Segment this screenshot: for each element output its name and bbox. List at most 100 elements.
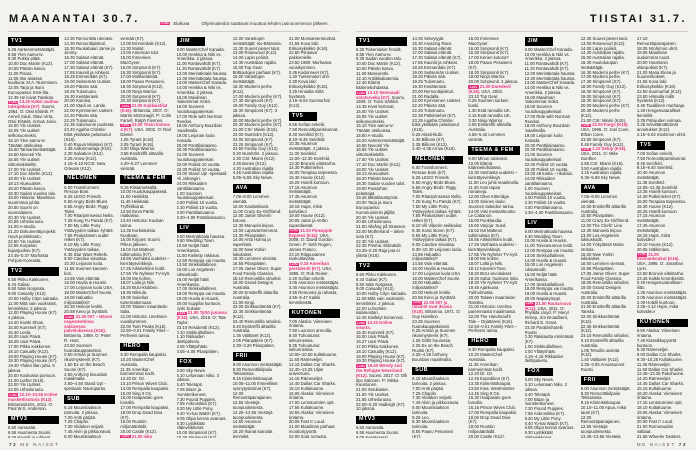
listing-entry: 20.00 Moderni perhe (K7). [232,117,283,123]
listing-entry: 21.00 CSI: Miami (K16). [232,127,279,133]
listing-entry: 16.25 Hotelli kuntoon. [288,179,330,185]
listing-entry: 15.30 Ruokabaari Jamie ja Jimmy. [64,45,115,56]
listing-entry: 18.25 Emmerdale (K7). [64,74,109,80]
channel-header-nelonen: NELONEN [64,174,116,184]
listing-entry: 16.55 Pilanpäiten. [580,266,615,272]
listing-entry: 15.50 Tarinanmetsästäjät. [8,147,57,153]
listing-entry: 6.40 Teletapit. [176,382,203,388]
listing-entry: 17.00 Rempalla kaupaksi. [120,405,170,411]
movie-badge-icon: Leffa [412,300,423,305]
listing-column: JIM 9.00 MasterChef Kanada. 10.00 Henkka &… [524,37,576,438]
listing-entry: 16.55 Pilanpäiten. [232,261,267,267]
page-tuesday: TIISTAI 31.7. TV1 6.25 Toisenlaiset frend… [348,0,696,450]
listing-entry: 18.15 Hups, mikä kotivideo! [288,203,322,214]
listing-entry: 22.55 Korpelan kujanjuoksu (K7). [8,243,41,254]
listing-entry: 13.00 MasterChef Kanada. [524,80,576,86]
listing-entry: 8.20 My Little Pony. [176,406,214,412]
page-number: 73 [678,442,687,447]
listing-entry: 12.30 Merinäköala haussa. [176,75,228,81]
listing-entry: 23.50 Hinnalla millä hyvänsä (K12). [636,93,674,104]
page-monday: MAANANTAI 30.7. Leffa Elokuva Ohjelmatie… [8,13,340,447]
listing-entry: 10.05–11.00 Ihmeelliset synnytystarinat … [232,381,278,391]
page-footer: ME NAISET 73 [637,442,687,447]
listing-entry: 8.50 Näin Norjassa. [8,286,46,292]
movie-badge-icon: Leffa [8,100,19,105]
listing-entry: 15.30 Leela. [8,329,32,335]
listing-entry: 20.05 Hittikimara. [636,246,670,252]
listing-entry: 15.30 Huutokaupan metsästäjät. [580,59,618,70]
listing-entry: 12.00 Playing House (K7). 4 jaksoa. [8,310,58,321]
movie-badge-icon: Leffa [120,435,131,438]
listing-entry: 16.02 Isä Matteon tutkimuksia (K7). [468,227,503,238]
listing-entry: 14.20 Rämeveljet. [636,376,672,382]
listing-entry: 16.30 Moderni perhe (K7). [580,69,631,75]
listing-entry: 10.30 Vanhasta uudeksi – kierrätysvinkke… [468,170,518,180]
listing-entry: 9.30 Lystikkäät eläinveikkoset. [176,420,205,431]
listing-entry: 15.00 Kirjojen Suomi: Pilkun jälkeen. [120,237,161,248]
channel-header-mtv3: MTV3 [8,415,60,425]
listing-entry: 12.00 Varastojen metsästäjät: Iso-Britan… [232,37,282,46]
listing-entry: 18.05 Intohimon uhrit. [636,45,678,51]
listing-entry: 19.00 Huvila & Huussi. [176,295,220,301]
listing-entry: 10.00 Ensitreffit alttarilla Australia. [580,203,626,214]
listing-entry: 6.50 Alaska: Viimeinen rintama. [636,328,680,339]
movie-title: 21.00 Daredevil (K16). [468,83,511,94]
movie-badge-icon: Leffa [176,311,187,316]
listing-entry: 8.55 Paavo Pesusieni (K7). [412,429,454,438]
listing-entry: 0.45 Kadonneet (K7). [288,69,330,75]
listing-entry: 11.30 Rantavahdit (K7). [524,65,570,71]
listing-entry: 11.00 Mitä vain vuokraisit, lemmikkini. … [356,295,405,306]
movie-title: 13.25 Kaksi vanhaa tukkijätkää (K7). [8,99,59,110]
listing-entry: 15.00 Ihmemies MacGyver. [120,55,151,65]
listing-entry: 20.00 Panttilainaamo. [524,142,566,148]
listing-entry: 3.30–4.00 Panttilainaamo. [524,209,574,215]
listing-entry: 4.20 Australian rajalla. [232,165,275,171]
listing-entry: 20.05 Fast n' Loud. [288,419,326,425]
listing-entry: 13.30 Pilanpäiten. [232,232,267,238]
listing-entry: 14.00 Rempalla kaupaksi. [120,385,170,391]
listing-entry: 4.15–5.04 Suomurhat (K12). [288,98,330,109]
listing-entry: 0.45 Tavallinen murhaaja. [636,103,686,109]
listing-entry: 17.00 Salatut elämät. [64,59,105,65]
listing-entry: 18.20 BUU-klubben. [120,285,159,291]
listing-entry: 12.30 Suuret pienet talot. [232,45,281,51]
listing-entry: 17.00 Lentoturmien opit. [288,400,335,406]
listing-entry: 20.30 Moderni perhe (K7). [232,122,283,128]
movie-credits: Suomi, 1939. O: Toivo Särkkä. [356,94,405,105]
listing-entry: 19.20 Päivän sää. [64,83,99,89]
listing-entry: 18.07 Lalla ja Nils. [120,280,156,286]
listing-entry: 9.30 Sadan vuoden talo. [356,56,403,62]
listing-entry: 6.55 Ylen Aamu-tv. [356,51,392,57]
listing-entry: 11.00 Crazy Ex-Girlfriend. [232,208,282,214]
listing-entry: 17.45 Asunnon metsästäjät. [636,222,666,233]
channel-header-tv2: TV2 [356,262,408,271]
listing-entry: 17.30 Simpsonit (K7). [232,98,274,104]
movie-badge-icon: Leffa [356,91,367,95]
listing-entry: 22.00 The Handmaid's Tale – Orjattaresi … [468,314,514,324]
listing-entry: 10.10–11.00 Apua, mikä tauti! (K7). [580,405,627,415]
listing-entry: 10.00 Henkka & Niki vs. Amerikka. 2 jaks… [524,51,570,62]
listing-entry: 14.45 Sing It On. [468,390,501,396]
listing-entry: 19.20 Päivän sää. [412,74,447,80]
listing-entry: 2.30 Poliisit 10 vuotta. [524,200,567,206]
listing-entry: 17.00 Pikku Kakkonen. [356,343,400,349]
listing-entry: 21.00 Historia: Unelmien vuosikymmen. [120,314,167,324]
listing-entry: 11.30 Anni tapaa romaneja. [468,184,500,195]
listing-entry: 15.10 Ylen aamu-tv: Tänään otsikoissa. [8,137,46,148]
listing-entry: 23.45–0.37 Murhasta Pohjois-Koreasta. [8,252,49,263]
listing-entry: 1.40 Hengenvaaralliset lemmikit. [636,107,681,118]
listing-entry: 4.05 Ensitreffit alttarilla Australia. [468,122,512,133]
listing-entry: 18.30 Sadan vuoden talot. [356,181,406,187]
listing-entry: 11.55 Suomen kaunein koti. [64,266,108,276]
movie-title: 21.00 007 – Hänen majesteettinsa salaise… [64,314,113,334]
listing-entry: 15.00 Maailman makeimmat mökit. [176,94,211,105]
listing-entry: 20.00 Simpsonit (K7). [120,93,162,99]
listing-entry: 20.00 Kotoisa. [64,98,92,104]
listing-entry: 21.55 Kova laki: Erikoisyksikkö (K16). [636,79,677,89]
channel-header-tv2: TV2 [8,267,60,276]
channel-header-frii: FRII [232,352,262,361]
channel-header-sub: SUB [64,395,116,405]
listing-entry: 6.15 Muumilaakson tarinoita. 2 jaksoa. [412,376,450,387]
listing-entry: 2.30–3.20 Pilanpäiten. [232,342,275,348]
listing-entry: 17.45 Asunnon metsästäjät. [288,194,318,204]
